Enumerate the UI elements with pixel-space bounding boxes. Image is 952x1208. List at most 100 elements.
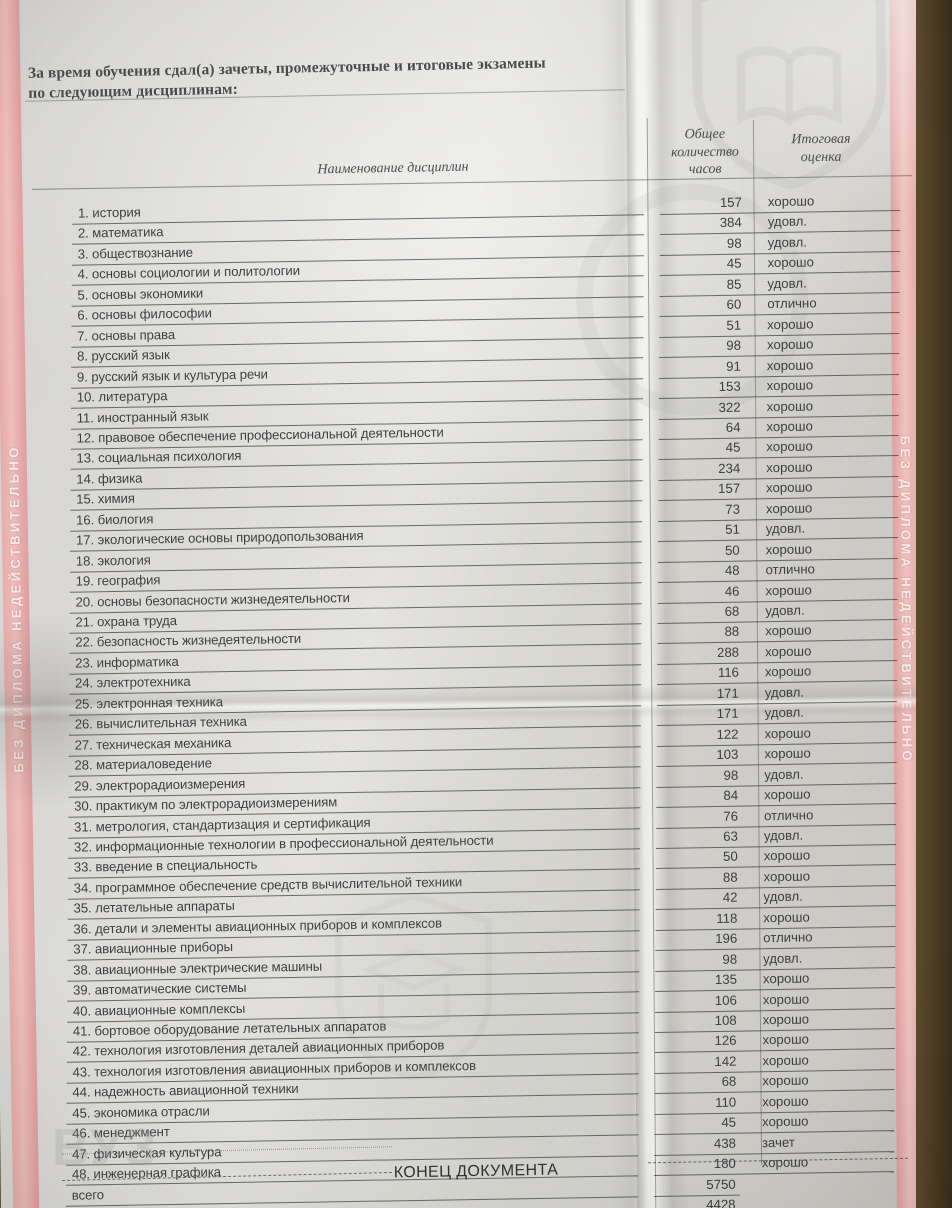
row-discipline-name: 17. экологические основы природопользова… [75,528,364,548]
row-discipline-name: 37. авиационные приборы [73,939,233,957]
row-final-grade: удовл. [762,950,803,966]
row-total-hours: 76 [723,808,739,824]
row-total-hours: 98 [723,767,739,783]
row-final-grade: хорошо [766,357,814,373]
row-final-grade: удовл. [763,888,803,905]
row-total-hours: 103 [716,746,739,763]
row-discipline-name: 23. информатика [75,653,179,671]
row-total-hours: 85 [726,276,742,292]
row-final-grade: хорошо [763,909,810,925]
row-total-hours: 153 [718,378,741,395]
row-total-hours: 88 [724,624,740,640]
row-final-grade: зачет [761,1134,795,1150]
row-final-grade: хорошо [766,459,813,476]
row-final-grade: хорошо [764,745,811,762]
row-final-grade: хорошо [766,316,814,332]
row-total-hours: 116 [717,664,740,681]
row-total-hours: 98 [726,235,742,251]
row-discipline-name: 29. электрорадиоизмерения [74,775,246,794]
row-total-hours: 45 [726,255,742,272]
row-discipline-name: 2. математика [77,224,164,242]
row-final-grade: хорошо [762,1031,810,1048]
row-total-hours: 106 [714,992,737,1008]
row-discipline-name: 1. история [77,204,141,221]
row-discipline-name: 27. техническая механика [74,734,232,753]
row-final-grade: хорошо [765,622,812,639]
row-total-hours: 322 [718,399,741,415]
row-final-grade: отлично [765,561,816,578]
row-discipline-name: всего [71,1186,105,1203]
row-discipline-name: 9. русский язык и культура речи [76,366,268,385]
row-final-grade: хорошо [767,254,815,271]
row-discipline-name: 4. основы социологии и политологии [77,263,301,282]
row-total-hours: 60 [726,296,742,313]
row-total-hours: 157 [717,480,741,497]
row-discipline-name: 7. основы права [77,326,176,344]
row-final-grade: хорошо [763,868,811,885]
row-final-grade: хорошо [764,725,812,741]
row-final-grade: хорошо [767,193,815,210]
row-total-hours: 64 [725,419,741,435]
row-discipline-name: 5. основы экономики [77,285,204,303]
row-discipline-name: 19. география [75,572,161,589]
row-total-hours: 46 [724,583,740,599]
row-final-grade: хорошо [766,336,814,353]
row-total-hours: 122 [716,726,739,742]
row-discipline-name: 15. химия [76,490,135,507]
row-discipline-name: 46. менеджмент [72,1124,170,1141]
row-total-hours: 157 [719,194,743,210]
row-total-hours: 384 [719,215,742,231]
row-final-grade: хорошо [765,500,813,516]
row-discipline-name: 8. русский язык [76,347,170,364]
row-total-hours: 196 [715,930,738,947]
row-final-grade: хорошо [765,581,812,598]
row-discipline-name: 22. безопасность жизнедеятельности [75,631,302,651]
row-total-hours: 91 [726,358,741,374]
row-total-hours: 50 [722,849,738,865]
row-total-hours: 288 [716,644,740,660]
row-total-hours: 98 [722,951,738,967]
row-total-hours: 126 [714,1033,737,1049]
row-final-grade: хорошо [764,786,811,803]
row-discipline-name: 10. литература [76,388,168,405]
row-final-grade: удовл. [764,766,804,782]
row-final-grade: удовл. [767,234,808,251]
row-discipline-name: 6. основы философии [77,305,212,323]
row-discipline-name: 44. надежность авиационной техники [72,1081,299,1101]
row-final-grade: хорошо [765,479,813,496]
row-discipline-name: 18. экология [75,552,151,569]
row-final-grade: хорошо [764,663,812,680]
row-final-grade: отлично [763,929,813,946]
row-total-hours: 98 [726,337,742,353]
row-final-grade: хорошо [762,991,810,1007]
row-discipline-name: 24. электротехника [74,674,191,691]
row-discipline-name: 35. летательные аппараты [73,898,235,916]
row-final-grade: хорошо [766,377,814,394]
row-total-hours: 171 [716,705,739,722]
row-final-grade: хорошо [762,1052,809,1069]
row-final-grade: хорошо [766,418,813,435]
row-total-hours: 84 [723,787,739,803]
row-total-hours: 118 [716,910,738,926]
row-final-grade: удовл. [763,827,804,844]
row-total-hours: 5750 [706,1176,736,1192]
row-total-hours: 42 [722,889,738,906]
row-final-grade: отлично [767,295,817,312]
row-total-hours: 234 [718,460,741,476]
row-total-hours: 438 [713,1135,737,1151]
row-discipline-name: 21. охрана труда [75,612,178,630]
row-total-hours: 51 [725,521,740,538]
row-total-hours: 171 [716,685,739,701]
row-total-hours: 68 [724,603,740,619]
row-final-grade: хорошо [762,1072,809,1089]
row-total-hours: 142 [714,1053,737,1069]
row-final-grade: хорошо [762,1011,810,1028]
row-discipline-name: 13. социальная психология [76,448,242,467]
row-discipline-name: 11. иностранный язык [76,407,209,426]
row-final-grade: удовл. [767,213,808,230]
row-total-hours: 68 [721,1074,737,1090]
